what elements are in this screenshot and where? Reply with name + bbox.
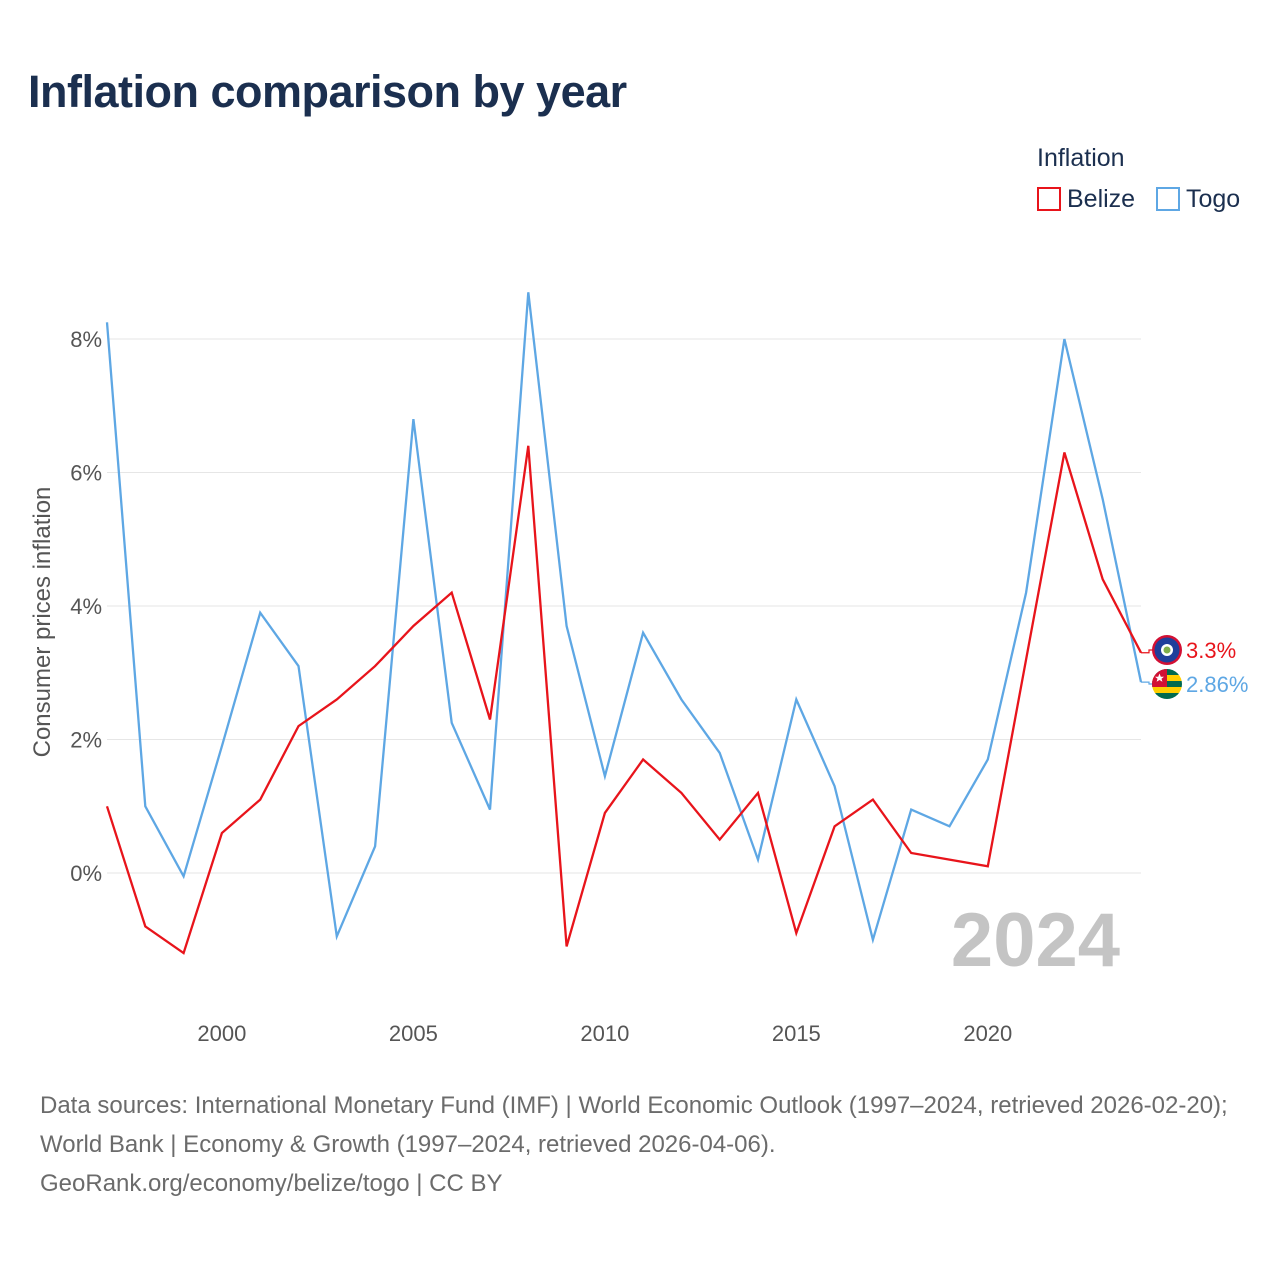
series-lines [105,292,1143,955]
year-watermark: 2024 [951,898,1120,983]
x-tick-label: 2015 [772,1021,821,1046]
y-tick-label: 8% [70,327,102,352]
legend-swatch-togo [1156,187,1180,211]
togo-flag-icon [1152,669,1182,699]
footer: Data sources: International Monetary Fun… [40,1086,1250,1203]
belize-flag-icon [1152,635,1182,665]
legend-item-belize[interactable]: Belize [1037,184,1135,214]
end-value-label-togo: 2.86% [1186,672,1248,697]
chart-title: Inflation comparison by year [28,66,627,117]
x-tick-label: 2005 [389,1021,438,1046]
legend-item-togo[interactable]: Togo [1156,184,1240,214]
legend-label-belize: Belize [1067,184,1136,213]
y-axis-ticks: 0% 2% 4% 6% 8% [70,327,102,886]
grid-lines [107,338,1141,874]
x-tick-label: 2020 [963,1021,1012,1046]
end-value-label-belize: 3.3% [1186,638,1236,663]
y-tick-label: 4% [70,594,102,619]
x-tick-label: 2000 [197,1021,246,1046]
y-tick-label: 0% [70,861,102,886]
line-chart: 0% 2% 4% 6% 8% 2000 2005 2010 2015 2020 2024 Con… [29,292,1248,1046]
y-tick-label: 6% [70,461,102,486]
series-line-belize[interactable] [105,445,1143,955]
series-line-togo[interactable] [105,292,1143,945]
legend-swatch-belize [1037,187,1061,211]
y-axis-label: Consumer prices inflation [29,487,56,758]
x-axis-ticks: 2000 2005 2010 2015 2020 [197,1021,1012,1046]
end-labels: 3.3% 2.86% [1141,635,1248,699]
x-tick-label: 2010 [580,1021,629,1046]
data-sources-text: Data sources: International Monetary Fun… [40,1092,1228,1158]
legend-label-togo: Togo [1186,184,1241,213]
attribution-link[interactable]: GeoRank.org/economy/belize/togo | CC BY [40,1170,503,1197]
legend-title: Inflation [1037,144,1125,172]
y-tick-label: 2% [70,728,102,753]
